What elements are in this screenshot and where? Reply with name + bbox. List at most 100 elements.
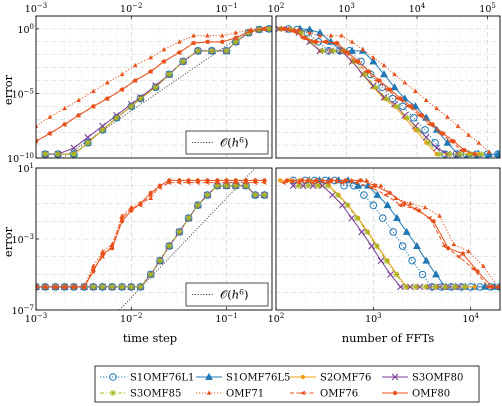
point-OMF80 bbox=[387, 190, 392, 195]
reference-legend-label: 𝒪(h6) bbox=[220, 288, 248, 302]
point-S1OMF76L1 bbox=[408, 256, 416, 265]
reference-legend-label: 𝒪(h6) bbox=[220, 136, 248, 150]
point-OMF80 bbox=[36, 139, 39, 144]
point-OMF71 bbox=[62, 105, 67, 111]
point-OMF71 bbox=[486, 149, 492, 154]
point-OMF71 bbox=[392, 71, 397, 77]
point-OMF80 bbox=[133, 78, 138, 83]
point-OMF80 bbox=[451, 139, 456, 144]
x-tick-label: 10−3 bbox=[25, 312, 47, 325]
point-OMF80 bbox=[195, 178, 200, 183]
point-S3OMF85 bbox=[402, 283, 409, 290]
point-S1OMF76L1 bbox=[369, 201, 378, 210]
legend-entry-S3OMF85: S3OMF85 bbox=[100, 389, 181, 400]
point-S1OMF76L5 bbox=[393, 213, 401, 222]
point-OMF76 bbox=[309, 180, 316, 186]
point-S1OMF76L5 bbox=[383, 200, 392, 209]
point-S3OMF85 bbox=[90, 283, 97, 290]
point-OMF80 bbox=[446, 246, 451, 251]
point-OMF71 bbox=[402, 80, 408, 85]
x-tick-label: 102 bbox=[268, 2, 285, 15]
point-S3OMF85 bbox=[288, 26, 295, 33]
frame-bottom-right bbox=[275, 167, 501, 311]
point-OMF76 bbox=[441, 243, 448, 249]
point-S3OMF85 bbox=[432, 283, 439, 290]
point-S3OMF80 bbox=[329, 191, 336, 199]
legend-marker bbox=[392, 390, 398, 396]
point-OMF71 bbox=[455, 123, 461, 128]
point-S1OMF76L5 bbox=[354, 181, 363, 189]
point-OMF71 bbox=[445, 114, 450, 119]
point-S3OMF85 bbox=[113, 114, 120, 121]
x-tick-label: 102 bbox=[268, 312, 285, 325]
point-S1OMF76L5 bbox=[369, 57, 378, 65]
series-group-top-right bbox=[276, 24, 500, 158]
point-S3OMF85 bbox=[42, 151, 49, 158]
point-S1OMF76L5 bbox=[443, 138, 452, 146]
point-S3OMF85 bbox=[152, 84, 159, 91]
legend-marker bbox=[110, 390, 116, 396]
point-OMF71 bbox=[205, 33, 210, 38]
point-OMF71 bbox=[91, 263, 96, 268]
point-OMF80 bbox=[233, 35, 238, 41]
series-line-OMF76 bbox=[36, 28, 265, 142]
point-OMF71 bbox=[307, 30, 312, 35]
point-OMF80 bbox=[205, 178, 210, 183]
point-S1OMF76L1 bbox=[431, 139, 439, 147]
point-OMF80 bbox=[292, 28, 297, 34]
legend-entry-S1OMF76L1: S1OMF76L1 bbox=[100, 373, 194, 384]
point-OMF76 bbox=[455, 254, 462, 260]
point-S3OMF85 bbox=[208, 47, 215, 54]
point-S3OMF85 bbox=[372, 84, 379, 91]
grid-top-right bbox=[276, 16, 500, 158]
point-S3OMF85 bbox=[194, 47, 201, 54]
point-OMF80 bbox=[119, 219, 125, 224]
point-OMF76 bbox=[382, 192, 389, 198]
point-S3OMF80 bbox=[70, 144, 78, 152]
legend-entry-S3OMF80: S3OMF80 bbox=[382, 373, 463, 384]
point-S3OMF85 bbox=[128, 283, 135, 290]
point-S1OMF76L5 bbox=[402, 227, 411, 235]
point-OMF71 bbox=[161, 47, 167, 52]
y-tick-label: 10−7 bbox=[12, 304, 34, 317]
point-OMF80 bbox=[138, 201, 143, 206]
point-OMF80 bbox=[497, 284, 500, 290]
point-S3OMF85 bbox=[242, 182, 249, 189]
point-OMF71 bbox=[476, 140, 482, 145]
point-S3OMF85 bbox=[305, 182, 312, 189]
point-S3OMF85 bbox=[404, 114, 411, 121]
point-S3OMF85 bbox=[354, 215, 361, 222]
panel-top-right: 102 103 104 105 bbox=[268, 2, 501, 159]
x-tick-label: 10−1 bbox=[215, 2, 237, 15]
point-OMF80 bbox=[161, 59, 166, 64]
point-OMF80 bbox=[345, 50, 350, 55]
point-OMF80 bbox=[416, 208, 422, 213]
point-OMF80 bbox=[431, 219, 436, 224]
point-S3OMF85 bbox=[446, 151, 453, 158]
point-OMF80 bbox=[157, 183, 163, 188]
point-OMF76 bbox=[397, 202, 403, 208]
point-S3OMF85 bbox=[70, 151, 77, 158]
frame-top-left bbox=[35, 15, 273, 159]
point-S3OMF85 bbox=[137, 95, 144, 102]
point-OMF80 bbox=[191, 40, 196, 46]
point-S3OMF85 bbox=[344, 202, 351, 209]
point-OMF80 bbox=[402, 201, 407, 206]
point-S3OMF85 bbox=[232, 182, 239, 189]
point-S3OMF85 bbox=[393, 271, 400, 278]
point-OMF71 bbox=[437, 213, 442, 218]
point-OMF71 bbox=[132, 62, 138, 68]
point-OMF76 bbox=[324, 180, 331, 186]
point-OMF76 bbox=[295, 180, 301, 186]
point-OMF80 bbox=[441, 131, 446, 136]
point-OMF80 bbox=[177, 178, 182, 183]
point-S3OMF85 bbox=[298, 29, 305, 36]
legend-entry-OMF80: OMF80 bbox=[382, 389, 450, 400]
legend-marker bbox=[109, 373, 117, 381]
point-OMF71 bbox=[148, 195, 154, 200]
series-group-bottom-left bbox=[36, 177, 269, 291]
point-S3OMF85 bbox=[362, 71, 369, 78]
point-S3OMF85 bbox=[422, 283, 429, 290]
